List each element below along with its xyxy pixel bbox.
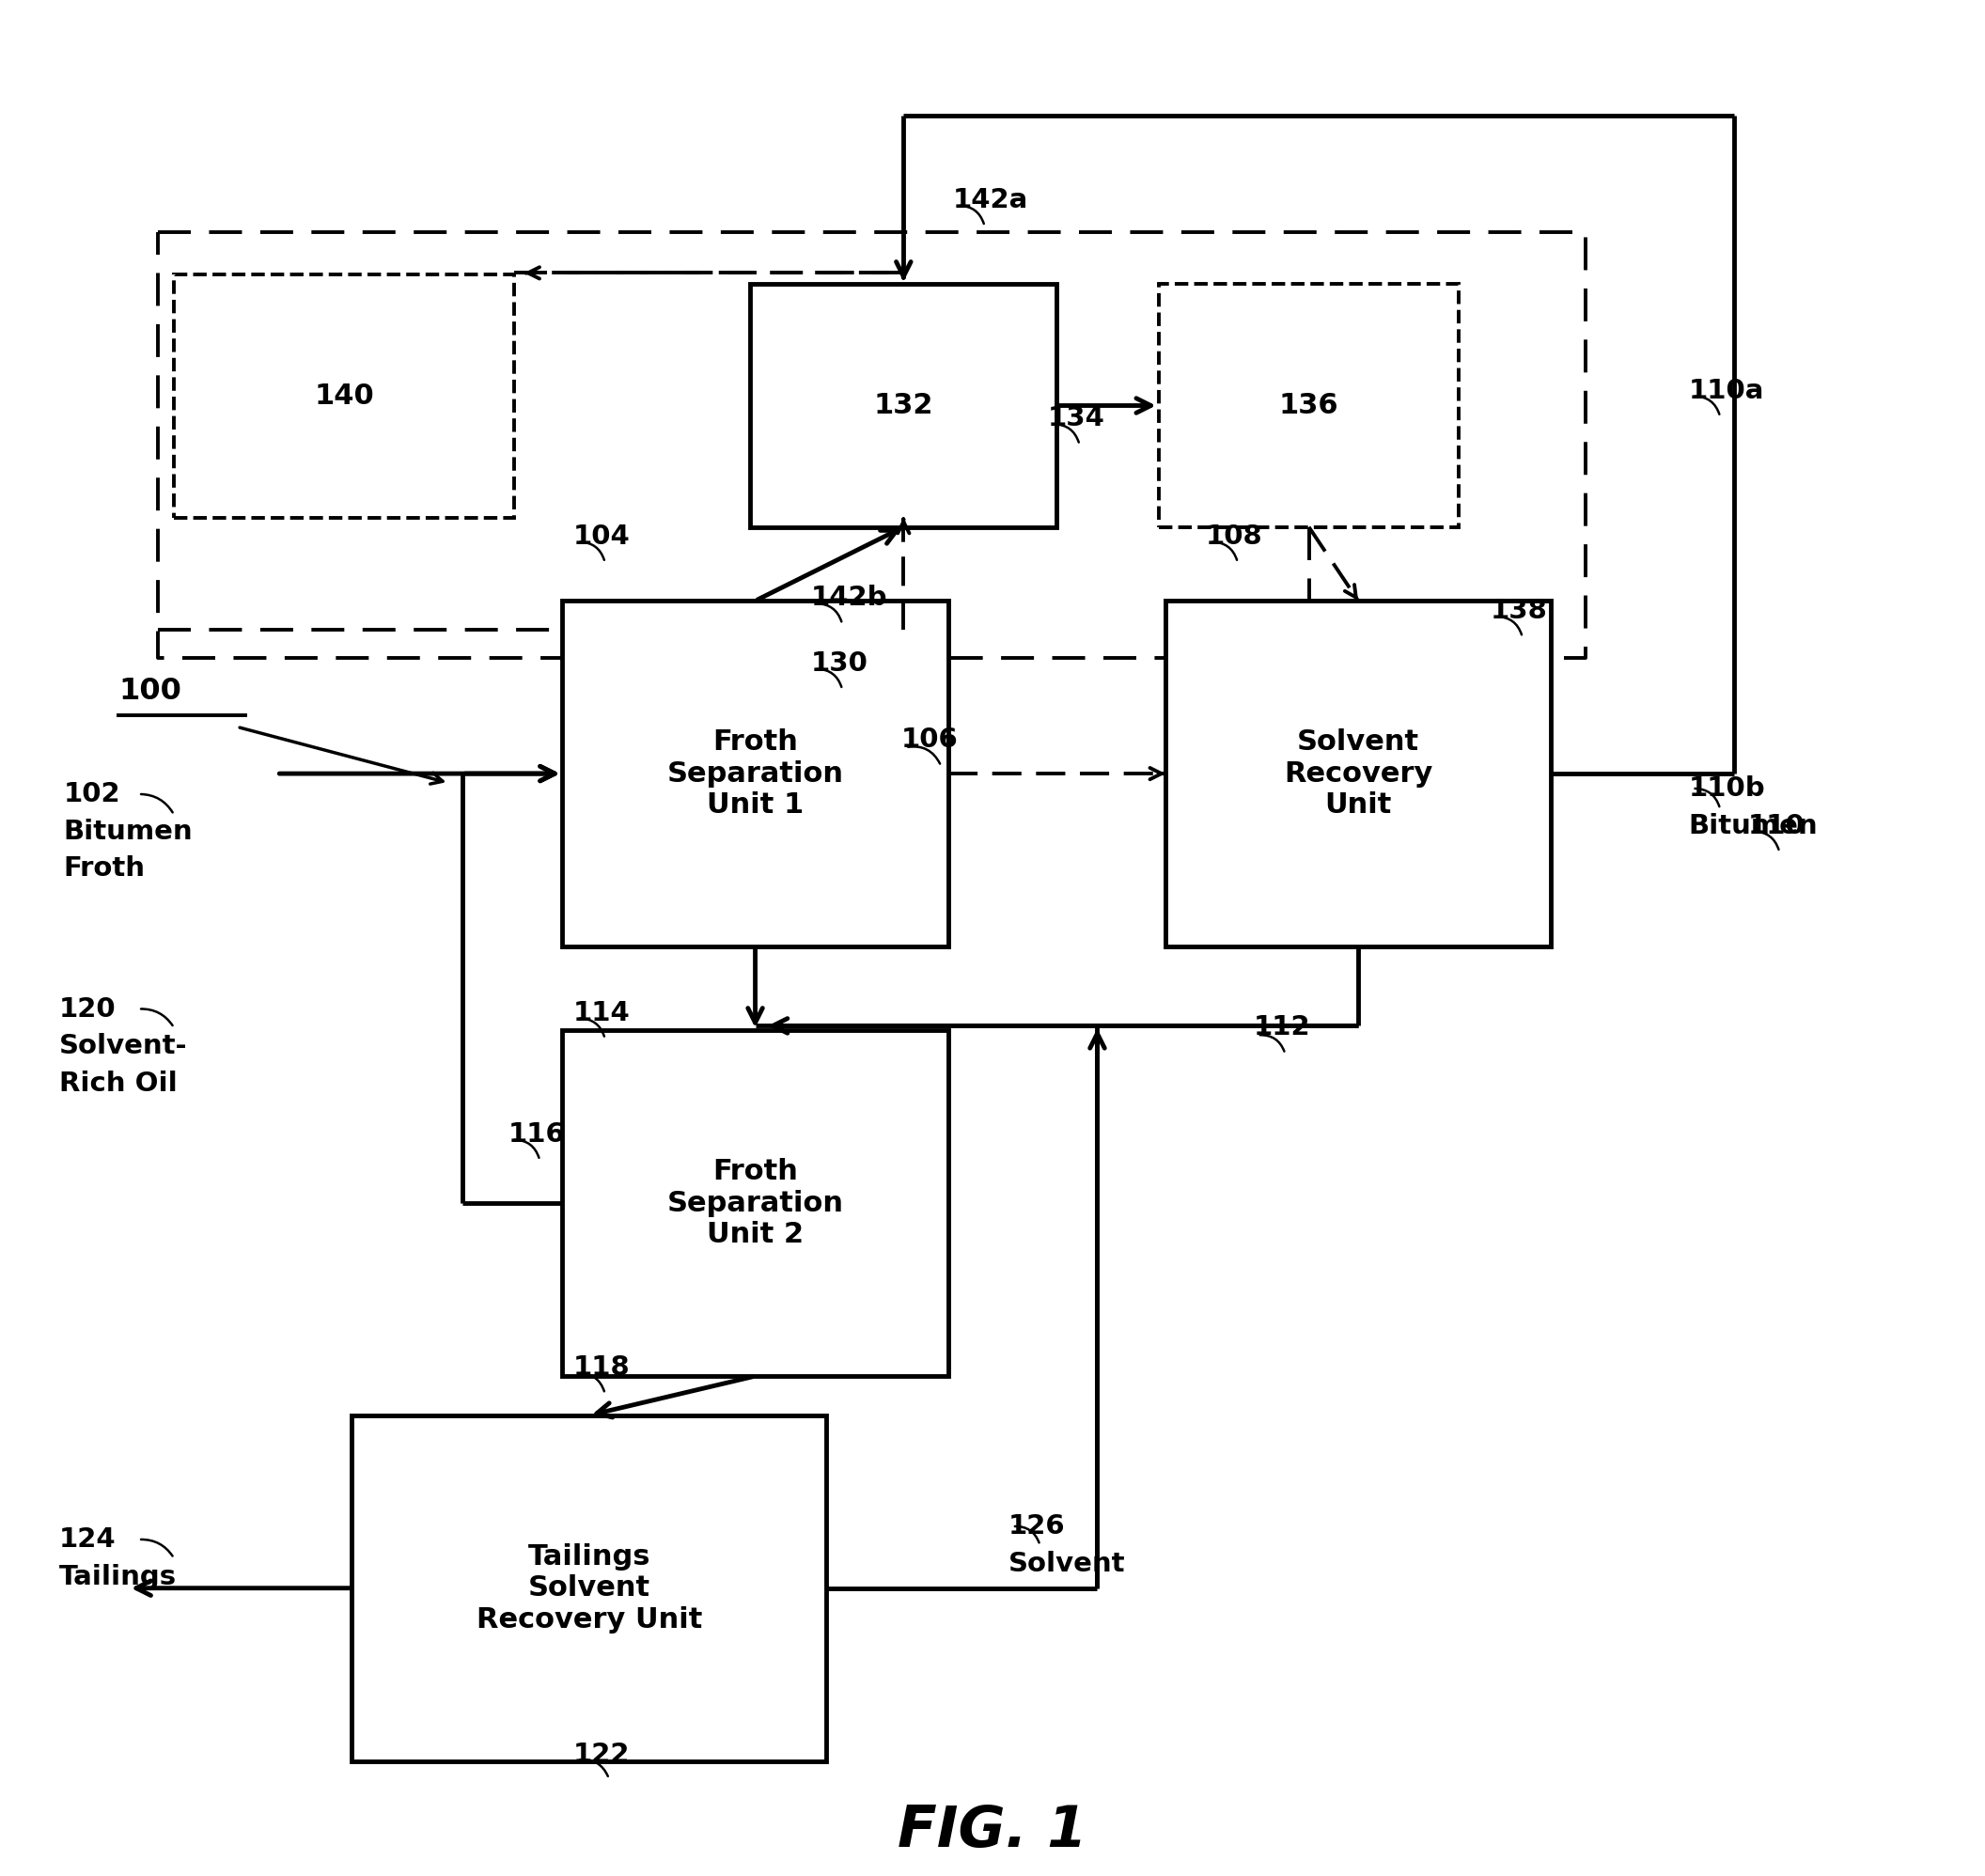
FancyBboxPatch shape (1159, 283, 1459, 527)
FancyBboxPatch shape (750, 283, 1056, 527)
Text: 134: 134 (1048, 405, 1106, 431)
Text: 126: 126 (1008, 1514, 1066, 1540)
Text: 106: 106 (901, 726, 959, 752)
Text: 116: 116 (508, 1122, 566, 1148)
Text: 112: 112 (1253, 1015, 1310, 1041)
Text: FIG. 1: FIG. 1 (897, 1803, 1088, 1859)
Text: Bitumen: Bitumen (1689, 812, 1818, 839)
Text: 124: 124 (60, 1527, 117, 1553)
FancyBboxPatch shape (562, 600, 949, 946)
Text: 142a: 142a (953, 188, 1028, 214)
Text: Rich Oil: Rich Oil (60, 1071, 177, 1097)
Text: 110b: 110b (1689, 775, 1765, 801)
Text: 136: 136 (1278, 392, 1338, 418)
Text: 102: 102 (64, 780, 121, 807)
Text: 108: 108 (1207, 523, 1262, 550)
FancyBboxPatch shape (351, 1415, 826, 1762)
Text: Solvent
Recovery
Unit: Solvent Recovery Unit (1284, 728, 1433, 818)
Text: Bitumen: Bitumen (64, 818, 193, 844)
Text: 132: 132 (873, 392, 933, 418)
Text: 104: 104 (574, 523, 631, 550)
Text: Froth
Separation
Unit 1: Froth Separation Unit 1 (667, 728, 844, 818)
FancyBboxPatch shape (175, 274, 514, 518)
Text: 120: 120 (60, 996, 117, 1022)
Text: Solvent: Solvent (1008, 1551, 1125, 1578)
Text: 138: 138 (1491, 598, 1548, 625)
Text: 110: 110 (1747, 812, 1804, 839)
Text: 100: 100 (119, 677, 181, 705)
Text: Froth: Froth (64, 855, 145, 882)
Text: 110a: 110a (1689, 377, 1765, 403)
Text: Tailings: Tailings (60, 1565, 177, 1591)
Text: 130: 130 (810, 651, 867, 677)
FancyBboxPatch shape (562, 1030, 949, 1377)
Text: 118: 118 (574, 1354, 631, 1381)
Text: 142b: 142b (810, 585, 887, 612)
Text: 122: 122 (574, 1741, 629, 1767)
Text: Solvent-: Solvent- (60, 1034, 189, 1060)
FancyBboxPatch shape (1165, 600, 1550, 946)
Text: Tailings
Solvent
Recovery Unit: Tailings Solvent Recovery Unit (476, 1542, 703, 1634)
Text: 140: 140 (314, 383, 373, 409)
Text: Froth
Separation
Unit 2: Froth Separation Unit 2 (667, 1157, 844, 1249)
Text: 114: 114 (574, 1000, 631, 1026)
